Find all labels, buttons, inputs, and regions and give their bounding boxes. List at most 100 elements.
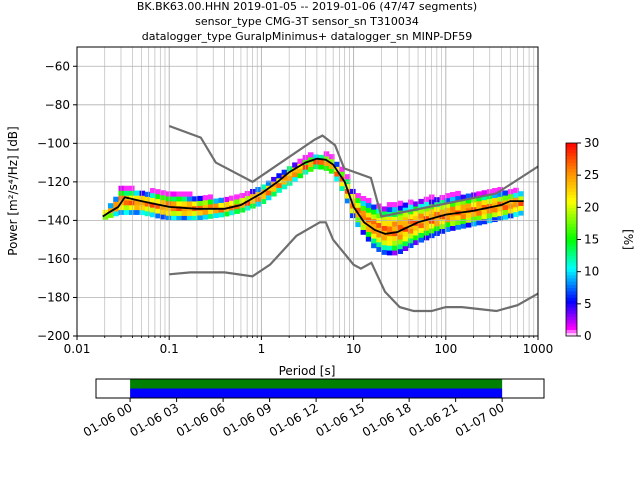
- heatmap-cell: [339, 166, 346, 172]
- heatmap-cell: [381, 206, 388, 212]
- heatmap-cell: [386, 240, 393, 246]
- heatmap-cell: [271, 186, 277, 192]
- heatmap-cell: [207, 204, 214, 210]
- heatmap-cell: [444, 217, 451, 223]
- heatmap-cell: [107, 212, 114, 218]
- heatmap-cell: [123, 200, 130, 206]
- heatmap-cell: [181, 210, 188, 216]
- heatmap-cell: [328, 154, 335, 160]
- heatmap-cell: [113, 201, 119, 207]
- mean-psd-line: [102, 157, 524, 235]
- colorbar-segment: [566, 223, 577, 228]
- colorbar-tick-label: 10: [584, 265, 599, 279]
- colorbar-segment: [566, 262, 577, 266]
- heatmap-cell: [418, 232, 425, 238]
- y-tick-label: −200: [37, 329, 70, 343]
- heatmap-cell: [397, 215, 403, 221]
- heatmap-cell: [171, 210, 177, 216]
- heatmap-cell: [286, 166, 293, 172]
- heatmap-cell: [465, 193, 472, 199]
- heatmap-cell: [413, 235, 419, 241]
- heatmap-cell: [350, 213, 356, 219]
- coverage-frame: [95, 378, 545, 399]
- heatmap-cell: [255, 201, 261, 207]
- heatmap-cell: [386, 250, 393, 256]
- heatmap-cell: [229, 210, 235, 216]
- colorbar-label: [%]: [621, 229, 635, 250]
- heatmap-cell: [171, 196, 177, 202]
- heatmap-cell: [260, 194, 267, 200]
- heatmap-cell: [392, 226, 398, 232]
- heatmap-cell: [518, 210, 525, 216]
- heatmap-cell: [144, 201, 151, 207]
- heatmap-cell: [213, 198, 219, 204]
- heatmap-cell: [134, 195, 140, 201]
- heatmap-cell: [239, 207, 246, 213]
- colorbar-segment: [566, 149, 577, 154]
- heatmap-cell: [444, 221, 451, 228]
- heatmap-cell: [492, 192, 498, 198]
- heatmap-cell: [397, 229, 403, 235]
- heatmap-cell: [355, 207, 361, 213]
- heatmap-cell: [371, 223, 377, 229]
- heatmap-cell: [102, 214, 109, 220]
- heatmap-cell: [202, 199, 209, 206]
- heatmap-cell: [386, 226, 393, 232]
- heatmap-cell: [397, 219, 403, 226]
- heatmap-cell: [513, 197, 519, 203]
- heatmap-cell: [255, 187, 261, 193]
- heatmap-cell: [365, 197, 372, 204]
- heatmap-cell: [407, 238, 414, 244]
- heatmap-cell: [186, 215, 193, 221]
- heatmap-cell: [376, 222, 382, 228]
- colorbar-segment: [566, 300, 577, 305]
- heatmap-cell: [502, 214, 509, 220]
- heatmap-cell: [160, 214, 167, 220]
- heatmap-cell: [397, 205, 403, 211]
- heatmap-cell: [460, 199, 467, 205]
- heatmap-cell: [192, 201, 198, 207]
- colorbar-segment: [566, 226, 577, 231]
- heatmap-cell: [423, 215, 430, 222]
- heatmap-cell: [513, 192, 519, 198]
- heatmap-cell: [360, 215, 367, 221]
- heatmap-cell: [376, 227, 382, 233]
- time-tick-label: 01-06 00: [81, 400, 135, 439]
- heatmap-cell: [150, 188, 156, 194]
- heatmap-cell: [318, 164, 325, 170]
- heatmap-cell: [402, 236, 409, 242]
- heatmap-cell: [423, 230, 430, 236]
- heatmap-cell: [413, 225, 419, 231]
- heatmap-cell: [129, 204, 135, 211]
- heatmap-cell: [339, 185, 346, 192]
- heatmap-cell: [165, 205, 172, 211]
- heatmap-cell: [129, 190, 135, 196]
- colorbar-segment: [566, 294, 577, 298]
- heatmap-cell: [334, 171, 340, 177]
- heatmap-cell: [165, 191, 172, 197]
- heatmap-cell: [507, 203, 514, 209]
- heatmap-cell: [371, 209, 377, 215]
- coverage-bar-green: [130, 379, 503, 389]
- heatmap-cell: [413, 215, 419, 221]
- heatmap-cell: [392, 250, 398, 256]
- heatmap-cell: [481, 209, 488, 215]
- heatmap-cell: [423, 201, 430, 207]
- heatmap-cell: [192, 210, 198, 216]
- heatmap-cell: [450, 225, 456, 231]
- time-tick-label: 01-06 15: [313, 400, 367, 439]
- y-tick-label: −80: [45, 98, 70, 112]
- heatmap-cell: [313, 154, 319, 160]
- heatmap-cell: [381, 211, 388, 217]
- colorbar-segment: [566, 213, 577, 218]
- colorbar-segment: [566, 303, 577, 308]
- colorbar-segment: [566, 278, 577, 282]
- heatmap-cell: [365, 226, 372, 232]
- heatmap-cell: [423, 196, 430, 202]
- heatmap-cell: [407, 233, 414, 239]
- heatmap-cell: [186, 210, 193, 216]
- heatmap-cell: [202, 195, 209, 201]
- heatmap-cell: [407, 228, 414, 234]
- heatmap-cell: [407, 209, 414, 215]
- heatmap-cell: [171, 215, 177, 221]
